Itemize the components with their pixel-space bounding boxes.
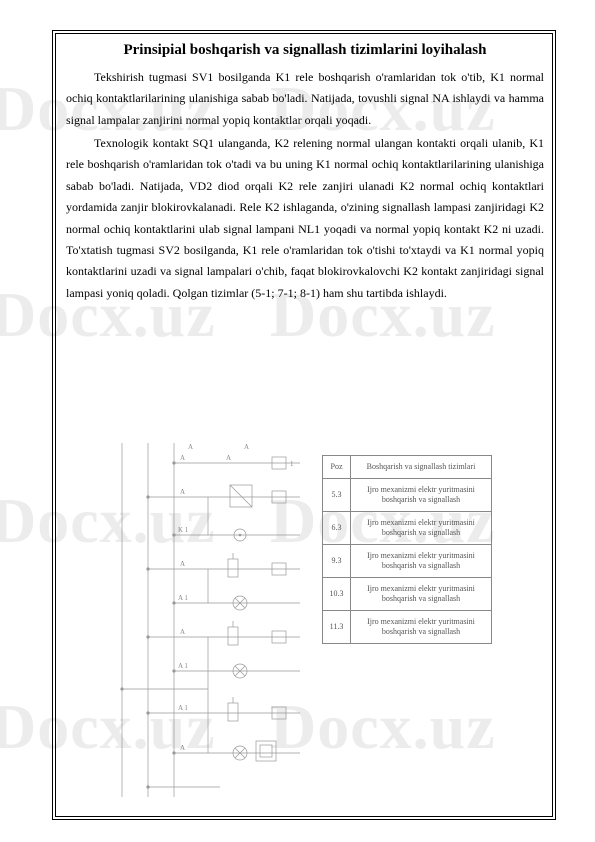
table-cell-desc: Ijro mexanizmi elektr yuritmasini boshqa… <box>351 545 492 578</box>
content-area: Prinsipial boshqarish va signallash tizi… <box>66 42 544 306</box>
signal-table: Poz Boshqarish va signallash tizimlari 5… <box>322 455 492 644</box>
svg-text:A: A <box>180 744 185 752</box>
paragraph-2: Texnologik kontakt SQ1 ulanganda, K2 rel… <box>66 133 544 304</box>
svg-text:A: A <box>180 560 185 568</box>
svg-text:A 1: A 1 <box>178 662 188 670</box>
svg-text:A: A <box>226 454 231 462</box>
svg-text:1: 1 <box>290 460 294 468</box>
table-row: 9.3 Ijro mexanizmi elektr yuritmasini bo… <box>323 545 492 578</box>
svg-text:A: A <box>188 443 193 451</box>
table-cell-poz: 6.3 <box>323 512 351 545</box>
table-header-poz: Poz <box>323 456 351 479</box>
table-row: Poz Boshqarish va signallash tizimlari <box>323 456 492 479</box>
svg-text:A 1: A 1 <box>178 704 188 712</box>
svg-text:A: A <box>244 443 249 451</box>
svg-text:A: A <box>180 454 185 462</box>
schematic-diagram: A A A A 1 A K 1 A A 1 <box>100 435 310 805</box>
table-row: 6.3 Ijro mexanizmi elektr yuritmasini bo… <box>323 512 492 545</box>
page-title: Prinsipial boshqarish va signallash tizi… <box>66 42 544 59</box>
table-cell-poz: 5.3 <box>323 479 351 512</box>
table-header-desc: Boshqarish va signallash tizimlari <box>351 456 492 479</box>
svg-text:A 1: A 1 <box>178 594 188 602</box>
svg-text:A: A <box>180 488 185 496</box>
paragraph-1: Tekshirish tugmasi SV1 bosilganda K1 rel… <box>66 67 544 131</box>
table-cell-poz: 9.3 <box>323 545 351 578</box>
table-cell-desc: Ijro mexanizmi elektr yuritmasini boshqa… <box>351 578 492 611</box>
table-cell-poz: 11.3 <box>323 611 351 644</box>
table-cell-desc: Ijro mexanizmi elektr yuritmasini boshqa… <box>351 611 492 644</box>
svg-text:A: A <box>180 628 185 636</box>
table-cell-desc: Ijro mexanizmi elektr yuritmasini boshqa… <box>351 512 492 545</box>
table-cell-poz: 10.3 <box>323 578 351 611</box>
figure-area: A A A A 1 A K 1 A A 1 <box>100 435 520 805</box>
svg-text:K 1: K 1 <box>178 526 189 534</box>
table-row: 11.3 Ijro mexanizmi elektr yuritmasini b… <box>323 611 492 644</box>
table-row: 5.3 Ijro mexanizmi elektr yuritmasini bo… <box>323 479 492 512</box>
table-cell-desc: Ijro mexanizmi elektr yuritmasini boshqa… <box>351 479 492 512</box>
table-row: 10.3 Ijro mexanizmi elektr yuritmasini b… <box>323 578 492 611</box>
